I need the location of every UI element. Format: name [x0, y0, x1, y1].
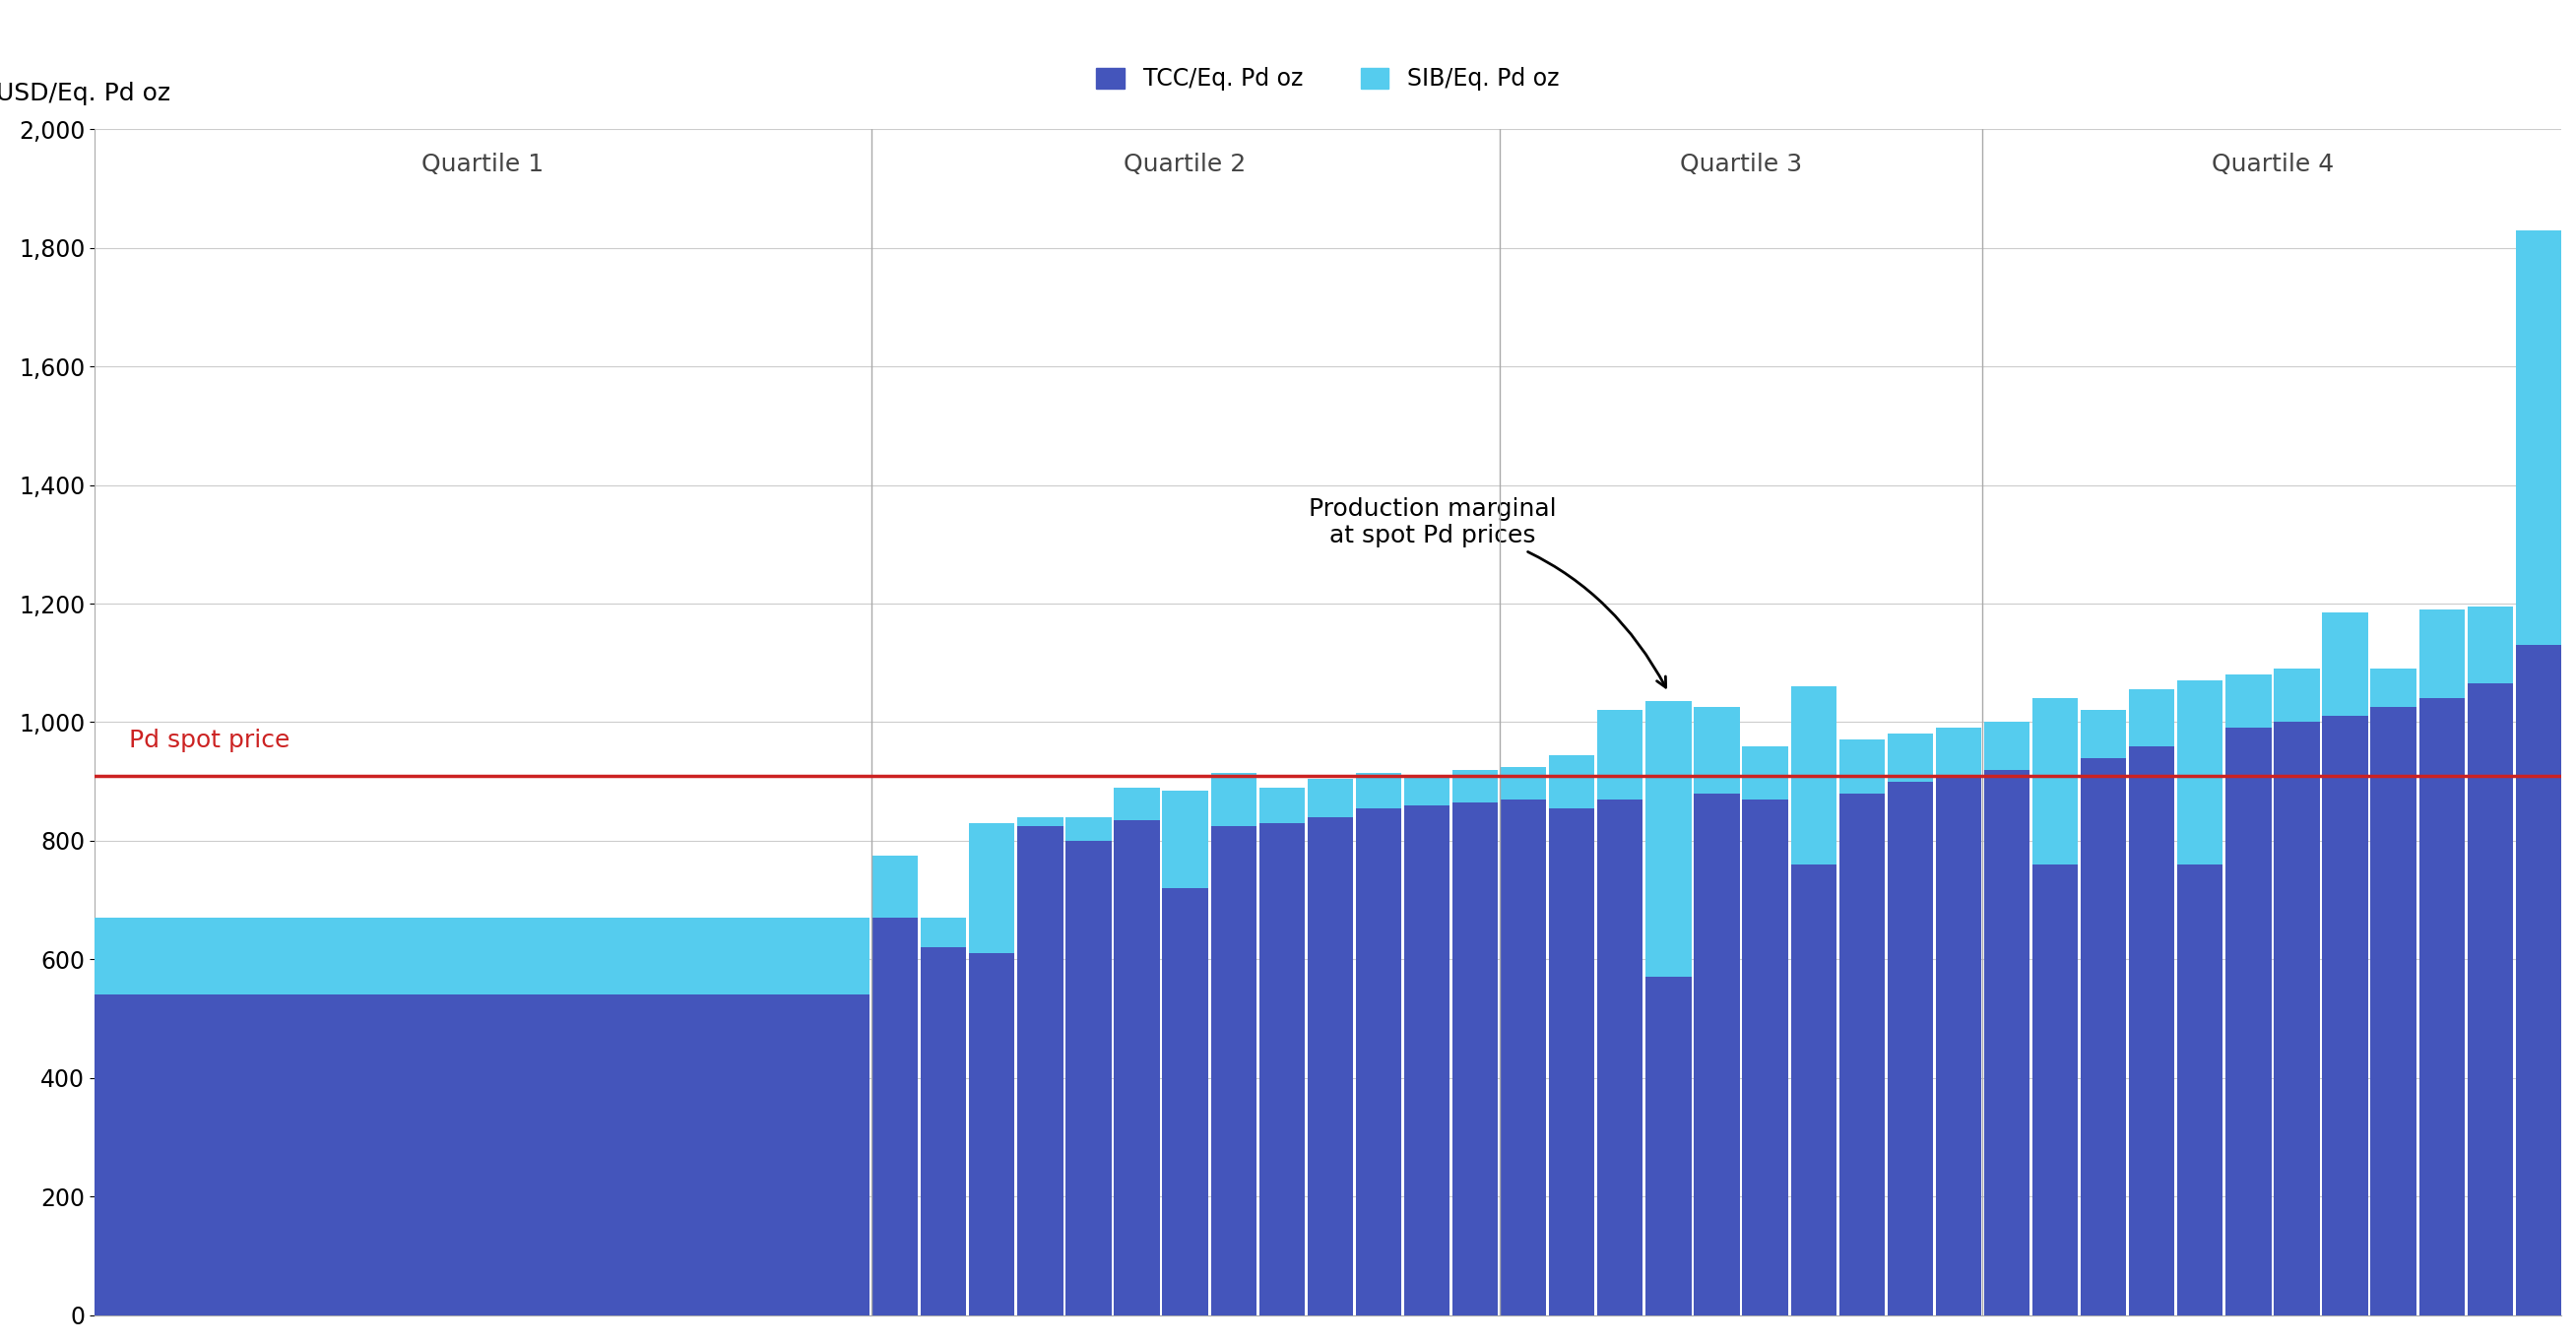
Bar — [1355, 808, 1401, 1314]
Bar — [1741, 800, 1788, 1314]
Legend: TCC/Eq. Pd oz, SIB/Eq. Pd oz: TCC/Eq. Pd oz, SIB/Eq. Pd oz — [1087, 58, 1569, 101]
Bar — [2419, 610, 2465, 699]
Bar — [1066, 841, 1110, 1314]
Bar — [873, 856, 917, 918]
Bar — [1646, 702, 1692, 977]
Bar — [2226, 728, 2272, 1314]
Bar — [1646, 977, 1692, 1314]
Bar — [1839, 741, 1886, 793]
Text: Production marginal
at spot Pd prices: Production marginal at spot Pd prices — [1309, 497, 1667, 687]
Bar — [2324, 613, 2367, 716]
Bar — [1260, 788, 1303, 823]
Bar — [1984, 770, 2030, 1314]
Bar — [969, 953, 1015, 1314]
Text: Pd spot price: Pd spot price — [129, 728, 289, 751]
Bar — [95, 995, 871, 1314]
Bar — [1404, 775, 1450, 805]
Bar — [1453, 770, 1499, 802]
Bar — [1404, 805, 1450, 1314]
Bar — [1888, 734, 1932, 781]
Bar — [2226, 675, 2272, 728]
Bar — [2468, 606, 2514, 684]
Bar — [2128, 746, 2174, 1314]
Bar — [2177, 864, 2223, 1314]
Bar — [2032, 699, 2079, 864]
Bar — [1984, 722, 2030, 770]
Bar — [1162, 790, 1208, 888]
Bar — [1211, 827, 1257, 1314]
Bar — [1066, 817, 1110, 841]
Bar — [1935, 728, 1981, 775]
Bar — [1113, 820, 1159, 1314]
Text: Quartile 3: Quartile 3 — [1680, 153, 1803, 176]
Bar — [1548, 755, 1595, 808]
Bar — [1597, 800, 1643, 1314]
Bar — [1355, 773, 1401, 808]
Bar — [1888, 781, 1932, 1314]
Bar — [969, 823, 1015, 953]
Bar — [920, 918, 966, 948]
Bar — [2177, 680, 2223, 864]
Bar — [1502, 766, 1546, 800]
Bar — [1597, 710, 1643, 800]
Bar — [1741, 746, 1788, 800]
Bar — [2517, 230, 2561, 645]
Bar — [2370, 707, 2416, 1314]
Bar — [2419, 699, 2465, 1314]
Bar — [1839, 793, 1886, 1314]
Bar — [2128, 689, 2174, 746]
Bar — [2324, 716, 2367, 1314]
Bar — [1162, 888, 1208, 1314]
Bar — [1453, 802, 1499, 1314]
Bar — [920, 948, 966, 1314]
Bar — [95, 918, 871, 995]
Bar — [2032, 864, 2079, 1314]
Bar — [1260, 823, 1303, 1314]
Text: Quartile 1: Quartile 1 — [420, 153, 544, 176]
Bar — [1935, 775, 1981, 1314]
Text: Quartile 2: Quartile 2 — [1123, 153, 1247, 176]
Bar — [1309, 817, 1352, 1314]
Bar — [1018, 827, 1064, 1314]
Bar — [873, 918, 917, 1314]
Text: USD/Eq. Pd oz: USD/Eq. Pd oz — [0, 82, 170, 106]
Bar — [1309, 778, 1352, 817]
Bar — [2081, 710, 2125, 758]
Bar — [1790, 864, 1837, 1314]
Bar — [1113, 788, 1159, 820]
Bar — [1790, 687, 1837, 864]
Bar — [2275, 669, 2318, 722]
Bar — [1548, 808, 1595, 1314]
Bar — [2081, 758, 2125, 1314]
Bar — [1695, 793, 1739, 1314]
Bar — [1695, 707, 1739, 793]
Text: Quartile 4: Quartile 4 — [2210, 153, 2334, 176]
Bar — [1018, 817, 1064, 827]
Bar — [1502, 800, 1546, 1314]
Bar — [2370, 669, 2416, 707]
Bar — [2517, 645, 2561, 1314]
Bar — [1211, 773, 1257, 827]
Bar — [2275, 722, 2318, 1314]
Bar — [2468, 684, 2514, 1314]
